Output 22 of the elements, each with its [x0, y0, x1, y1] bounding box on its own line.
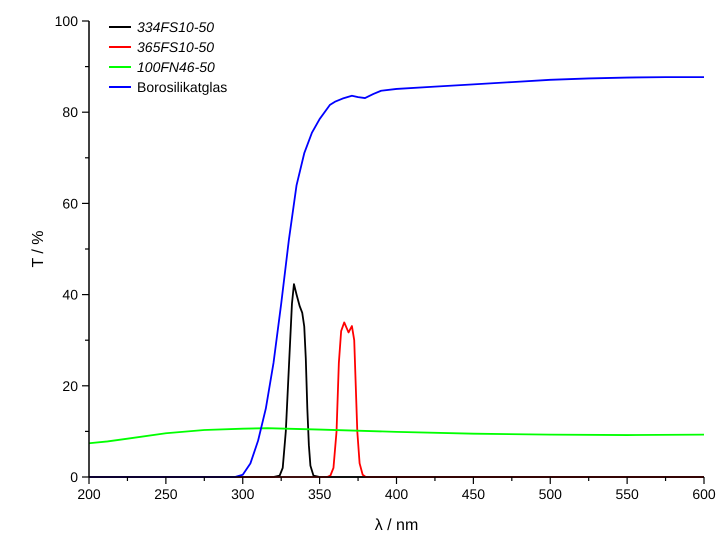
y-tick-label: 20 [62, 378, 78, 394]
legend-label: 334FS10-50 [137, 19, 214, 35]
x-tick-label: 500 [538, 486, 562, 502]
x-tick-label: 400 [384, 486, 408, 502]
y-tick-label: 80 [62, 104, 78, 120]
x-tick-label: 550 [615, 486, 640, 502]
x-tick-label: 450 [462, 486, 486, 502]
y-tick-label: 40 [62, 286, 78, 303]
x-tick-label: 350 [308, 486, 332, 502]
legend-label: 365FS10-50 [137, 39, 214, 55]
legend-label: Borosilikatglas [137, 79, 228, 95]
x-tick-label: 600 [692, 486, 716, 502]
y-tick-label: 100 [54, 13, 78, 29]
line-series [88, 427, 705, 444]
x-axis-title: λ / nm [374, 517, 418, 534]
x-tick-label: 250 [154, 486, 178, 502]
x-tick-label: 300 [231, 486, 255, 502]
y-tick-label: 0 [70, 469, 78, 485]
legend-label: 100FN46-50 [137, 59, 216, 75]
y-axis-title: T / % [30, 230, 47, 268]
x-tick-label: 200 [77, 486, 101, 502]
y-tick-label: 60 [62, 195, 78, 212]
